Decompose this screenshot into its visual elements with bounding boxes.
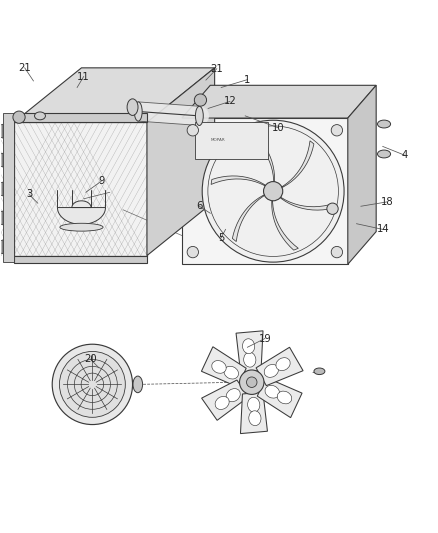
Circle shape — [240, 370, 264, 394]
Polygon shape — [14, 113, 147, 123]
Ellipse shape — [60, 223, 103, 231]
Ellipse shape — [133, 376, 143, 393]
Circle shape — [194, 94, 207, 106]
Polygon shape — [278, 196, 334, 210]
Text: 10: 10 — [272, 123, 284, 133]
Ellipse shape — [378, 120, 391, 128]
Polygon shape — [211, 176, 268, 188]
Text: 9: 9 — [98, 176, 104, 187]
Ellipse shape — [215, 397, 229, 409]
Ellipse shape — [224, 366, 238, 379]
Polygon shape — [0, 124, 3, 138]
Circle shape — [187, 125, 198, 136]
Polygon shape — [348, 85, 376, 264]
Circle shape — [264, 182, 283, 201]
Text: 6: 6 — [196, 201, 202, 211]
Ellipse shape — [249, 411, 261, 426]
Polygon shape — [182, 85, 376, 118]
Text: 3: 3 — [26, 189, 32, 199]
Polygon shape — [57, 201, 106, 224]
Circle shape — [247, 377, 257, 387]
Polygon shape — [201, 380, 249, 421]
Text: 11: 11 — [77, 71, 90, 82]
Text: 18: 18 — [381, 197, 393, 207]
Ellipse shape — [276, 358, 290, 370]
Text: 19: 19 — [258, 334, 271, 344]
Ellipse shape — [134, 102, 142, 121]
Ellipse shape — [226, 389, 240, 402]
Polygon shape — [195, 123, 268, 159]
Text: 14: 14 — [376, 224, 389, 235]
Circle shape — [60, 351, 125, 417]
Ellipse shape — [35, 112, 46, 120]
Ellipse shape — [264, 365, 279, 377]
Polygon shape — [14, 123, 147, 256]
Circle shape — [331, 246, 343, 258]
Polygon shape — [3, 113, 14, 262]
Polygon shape — [272, 198, 298, 250]
Text: 21: 21 — [210, 64, 223, 74]
Polygon shape — [0, 182, 3, 196]
Text: 1: 1 — [244, 75, 251, 85]
Circle shape — [327, 203, 338, 214]
Polygon shape — [236, 331, 263, 372]
Polygon shape — [14, 256, 147, 263]
Ellipse shape — [212, 360, 226, 373]
Text: 5: 5 — [218, 233, 224, 243]
Ellipse shape — [244, 352, 256, 367]
Circle shape — [13, 111, 25, 123]
Polygon shape — [248, 132, 275, 185]
Polygon shape — [14, 68, 215, 123]
Ellipse shape — [378, 150, 391, 158]
Polygon shape — [0, 153, 3, 167]
Polygon shape — [182, 118, 348, 264]
Polygon shape — [279, 141, 314, 189]
Polygon shape — [0, 211, 3, 225]
Polygon shape — [256, 348, 303, 386]
Ellipse shape — [265, 385, 279, 398]
Polygon shape — [257, 377, 302, 418]
Ellipse shape — [277, 391, 292, 404]
Ellipse shape — [314, 368, 325, 375]
Ellipse shape — [247, 397, 260, 412]
Ellipse shape — [195, 106, 203, 125]
Text: 20: 20 — [84, 354, 96, 364]
Polygon shape — [233, 193, 267, 241]
Circle shape — [187, 246, 198, 258]
Ellipse shape — [127, 99, 138, 116]
Polygon shape — [240, 392, 268, 433]
Text: 4: 4 — [402, 150, 408, 160]
Circle shape — [331, 125, 343, 136]
Text: 12: 12 — [223, 96, 236, 107]
Polygon shape — [0, 240, 3, 254]
Polygon shape — [201, 347, 246, 387]
Text: MOPAR: MOPAR — [211, 138, 226, 142]
Ellipse shape — [243, 339, 255, 353]
Circle shape — [202, 120, 344, 262]
Polygon shape — [147, 68, 215, 256]
Circle shape — [52, 344, 133, 425]
Text: 21: 21 — [18, 63, 31, 73]
